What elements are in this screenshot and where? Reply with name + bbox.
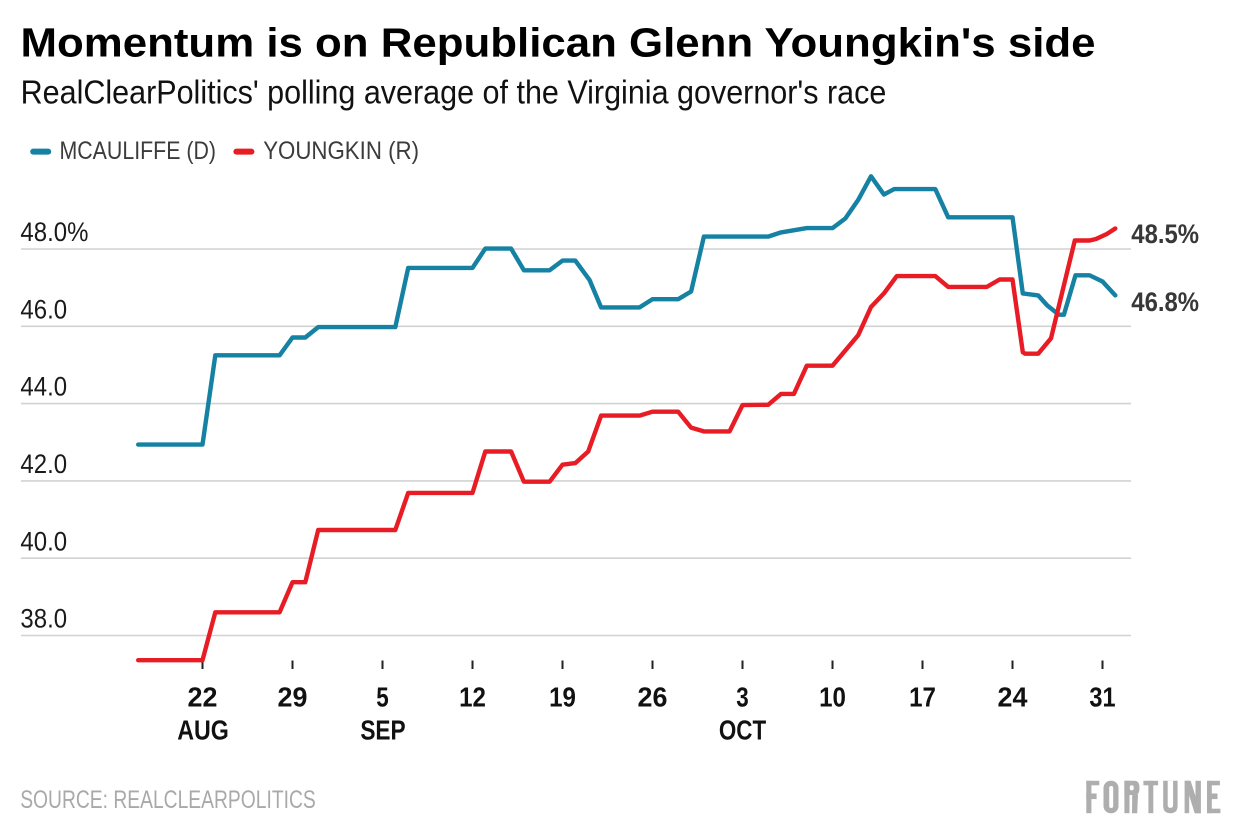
svg-text:5: 5 bbox=[376, 682, 388, 713]
svg-text:YOUNGKIN (R): YOUNGKIN (R) bbox=[263, 138, 419, 165]
svg-text:AUG: AUG bbox=[177, 715, 229, 745]
svg-text:26: 26 bbox=[638, 681, 668, 713]
svg-text:29: 29 bbox=[278, 681, 308, 713]
svg-text:42.0: 42.0 bbox=[20, 450, 67, 479]
svg-text:10: 10 bbox=[819, 681, 846, 713]
svg-text:17: 17 bbox=[909, 681, 936, 713]
svg-text:Momentum is on Republican Glen: Momentum is on Republican Glenn Youngkin… bbox=[21, 20, 1096, 65]
svg-text:RealClearPolitics' polling ave: RealClearPolitics' polling average of th… bbox=[21, 73, 887, 111]
svg-text:3: 3 bbox=[736, 682, 748, 713]
svg-text:SOURCE: REALCLEARPOLITICS: SOURCE: REALCLEARPOLITICS bbox=[20, 786, 316, 814]
svg-text:40.0: 40.0 bbox=[20, 527, 67, 556]
svg-text:24: 24 bbox=[998, 681, 1029, 713]
svg-text:46.8%: 46.8% bbox=[1131, 288, 1199, 318]
svg-text:SEP: SEP bbox=[360, 715, 405, 746]
svg-text:46.0: 46.0 bbox=[20, 295, 67, 324]
svg-text:48.5%: 48.5% bbox=[1131, 220, 1199, 250]
svg-text:44.0: 44.0 bbox=[20, 373, 67, 402]
svg-text:19: 19 bbox=[549, 681, 576, 713]
svg-text:MCAULIFFE (D): MCAULIFFE (D) bbox=[60, 136, 216, 164]
svg-text:38.0: 38.0 bbox=[20, 605, 67, 634]
svg-text:48.0%: 48.0% bbox=[20, 218, 88, 247]
svg-text:OCT: OCT bbox=[719, 715, 767, 746]
svg-text:31: 31 bbox=[1089, 683, 1115, 713]
svg-text:12: 12 bbox=[459, 681, 486, 713]
svg-text:22: 22 bbox=[188, 681, 218, 713]
